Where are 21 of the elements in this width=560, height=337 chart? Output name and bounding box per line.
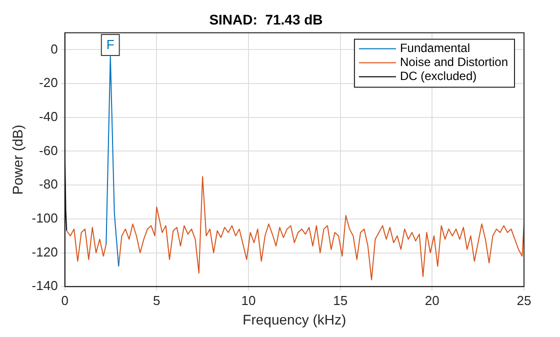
y-tick-label: -80 <box>39 176 58 192</box>
y-tick-label: 0 <box>50 41 58 56</box>
chart-title: SINAD: 71.43 dB <box>209 11 323 28</box>
legend-label: DC (excluded) <box>400 69 477 84</box>
x-tick-label: 25 <box>516 292 532 308</box>
y-tick-label: -140 <box>32 278 58 294</box>
annotation: F <box>106 37 114 52</box>
y-tick-label: -60 <box>39 142 58 158</box>
x-tick-label: 10 <box>241 292 256 308</box>
y-tick-label: -20 <box>39 75 58 90</box>
y-tick-label: -120 <box>32 244 58 260</box>
x-tick-label: 20 <box>424 292 440 308</box>
x-tick-label: 15 <box>333 292 348 308</box>
legend-label: Noise and Distortion <box>400 55 508 70</box>
y-axis-title: Power (dB) <box>9 124 26 195</box>
x-tick-label: 0 <box>61 292 68 308</box>
y-tick-label: -40 <box>39 108 58 124</box>
y-tick-label: -100 <box>32 210 58 226</box>
x-tick-label: 5 <box>153 292 160 308</box>
x-axis-title: Frequency (kHz) <box>242 311 346 328</box>
legend-label: Fundamental <box>400 41 470 56</box>
